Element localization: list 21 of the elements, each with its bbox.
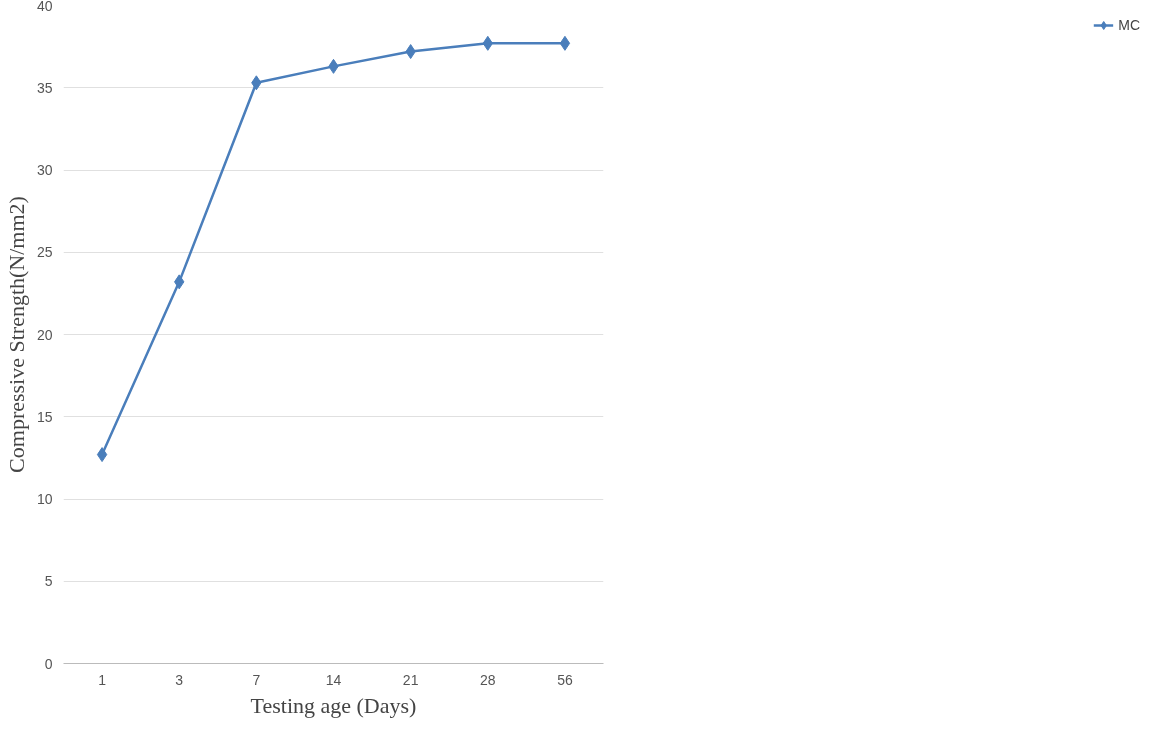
x-tick-label: 1 — [98, 671, 107, 688]
x-tick-label: 56 — [557, 671, 573, 688]
y-tick-label: 0 — [44, 655, 53, 672]
y-tick-label: 25 — [36, 244, 53, 261]
y-tick-label: 10 — [36, 491, 53, 507]
y-tick-label: 20 — [36, 326, 53, 343]
x-axis-title: Testing age (Days) — [250, 692, 417, 718]
legend-label: MC — [1118, 17, 1140, 33]
y-axis-title: Compressive Strength(N/mm2) — [3, 196, 29, 473]
y-tick-label: 5 — [44, 573, 53, 590]
x-tick-label: 7 — [252, 671, 261, 688]
y-tick-label: 30 — [36, 162, 53, 178]
x-tick-label: 3 — [175, 671, 184, 688]
y-tick-label: 35 — [36, 79, 53, 96]
y-tick-label: 15 — [36, 408, 53, 425]
x-tick-label: 21 — [402, 671, 419, 688]
x-tick-label: 28 — [480, 671, 496, 688]
x-tick-label: 14 — [325, 671, 342, 688]
y-tick-label: 40 — [36, 0, 53, 14]
point — [559, 35, 571, 51]
point — [96, 447, 108, 463]
